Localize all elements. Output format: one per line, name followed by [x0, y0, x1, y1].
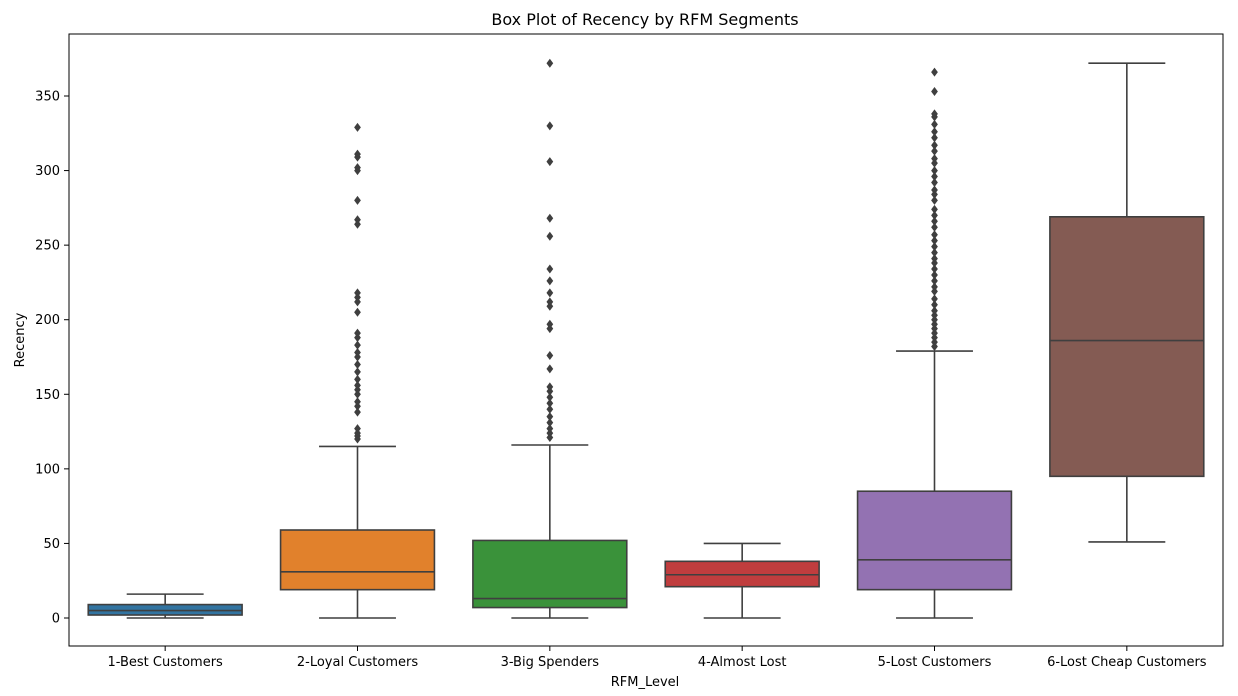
y-tick-label: 300 — [35, 164, 60, 179]
y-tick-label: 100 — [35, 462, 60, 477]
box-group — [856, 67, 1013, 619]
outlier-point — [354, 407, 361, 417]
outlier-point — [931, 195, 938, 205]
outlier-point — [354, 149, 361, 159]
outlier-point — [931, 270, 938, 280]
outlier-point — [354, 424, 361, 434]
outlier-point — [546, 264, 554, 274]
box-iqr — [472, 539, 628, 609]
outlier-point — [931, 210, 938, 220]
x-axis: 1-Best Customers 2-Loyal Customers 3-Big S… — [107, 646, 1207, 670]
y-tick-label: 350 — [35, 90, 60, 105]
outlier-point — [354, 195, 361, 205]
box-iqr — [279, 529, 436, 591]
outlier-point — [931, 264, 938, 274]
y-tick-label: 150 — [35, 388, 60, 403]
outlier-point — [931, 178, 938, 188]
outlier-point — [354, 367, 361, 377]
outlier-point — [931, 230, 938, 240]
y-axis: 0 50 100 150 200 250 300 350 — [35, 90, 69, 627]
outlier-point — [354, 380, 361, 390]
outlier-point — [931, 204, 938, 214]
outlier-point — [546, 351, 554, 361]
outlier-point — [546, 319, 554, 329]
box-iqr — [856, 490, 1013, 591]
plot-frame — [68, 33, 1224, 647]
outlier-point — [354, 328, 361, 338]
outlier-point — [546, 276, 554, 286]
outlier-point — [931, 300, 938, 310]
outlier-point — [354, 288, 361, 298]
outlier-point — [354, 374, 361, 384]
outlier-point — [931, 67, 938, 77]
x-tick-label: 4-Almost Lost — [698, 655, 787, 670]
outlier-point — [931, 119, 938, 129]
outlier-point — [354, 163, 361, 173]
outlier-point — [931, 154, 938, 164]
outlier-point — [546, 297, 554, 307]
outlier-point — [931, 166, 938, 176]
box-group — [664, 542, 820, 619]
outlier-point — [931, 87, 938, 97]
outlier-point — [931, 146, 938, 156]
y-tick-label: 200 — [35, 313, 60, 328]
outlier-point — [546, 231, 554, 241]
x-tick-label: 6-Lost Cheap Customers — [1047, 655, 1207, 670]
chart-title: Box Plot of Recency by RFM Segments — [491, 10, 798, 29]
outlier-point — [931, 185, 938, 195]
outlier-point — [931, 282, 938, 292]
y-tick-label: 0 — [52, 612, 60, 627]
outlier-point — [546, 412, 554, 422]
box-group — [472, 58, 628, 619]
y-tick-label: 250 — [35, 239, 60, 254]
outlier-point — [931, 133, 938, 143]
outlier-point — [931, 254, 938, 264]
x-tick-label: 1-Best Customers — [107, 655, 223, 670]
outlier-point — [546, 288, 554, 298]
x-tick-label: 3-Big Spenders — [501, 655, 600, 670]
outlier-point — [546, 392, 554, 402]
outlier-point — [546, 424, 554, 434]
outlier-point — [931, 222, 938, 232]
outlier-point — [931, 109, 938, 119]
x-axis-label: RFM_Level — [611, 675, 680, 690]
outlier-point — [546, 398, 554, 408]
outlier-point — [931, 140, 938, 150]
outlier-point — [546, 157, 554, 167]
outlier-point — [354, 122, 361, 132]
plot-area — [87, 58, 1205, 619]
outlier-point — [354, 397, 361, 407]
outlier-point — [546, 382, 554, 392]
outlier-point — [546, 364, 554, 374]
outlier-point — [354, 215, 361, 225]
outlier-point — [354, 340, 361, 350]
outlier-point — [546, 121, 554, 131]
outlier-point — [931, 172, 938, 182]
outlier-point — [354, 307, 361, 317]
y-axis-label: Recency — [13, 312, 28, 367]
x-tick-label: 5-Lost Customers — [878, 655, 992, 670]
box-iqr — [1049, 216, 1205, 478]
outlier-point — [931, 236, 938, 246]
outlier-point — [546, 213, 554, 223]
box-group — [279, 122, 436, 619]
outlier-point — [931, 306, 938, 316]
outlier-point — [931, 294, 938, 304]
outlier-point — [931, 276, 938, 286]
box-group — [87, 593, 243, 619]
outlier-point — [546, 58, 554, 68]
outlier-point — [931, 127, 938, 137]
outlier-point — [546, 418, 554, 428]
outlier-point — [931, 242, 938, 252]
outlier-point — [354, 359, 361, 369]
outlier-point — [931, 216, 938, 226]
outlier-point — [546, 404, 554, 414]
outlier-point — [931, 248, 938, 258]
x-tick-label: 2-Loyal Customers — [297, 655, 418, 670]
y-tick-label: 50 — [43, 537, 60, 552]
box-group — [1049, 62, 1205, 543]
outlier-point — [354, 348, 361, 358]
